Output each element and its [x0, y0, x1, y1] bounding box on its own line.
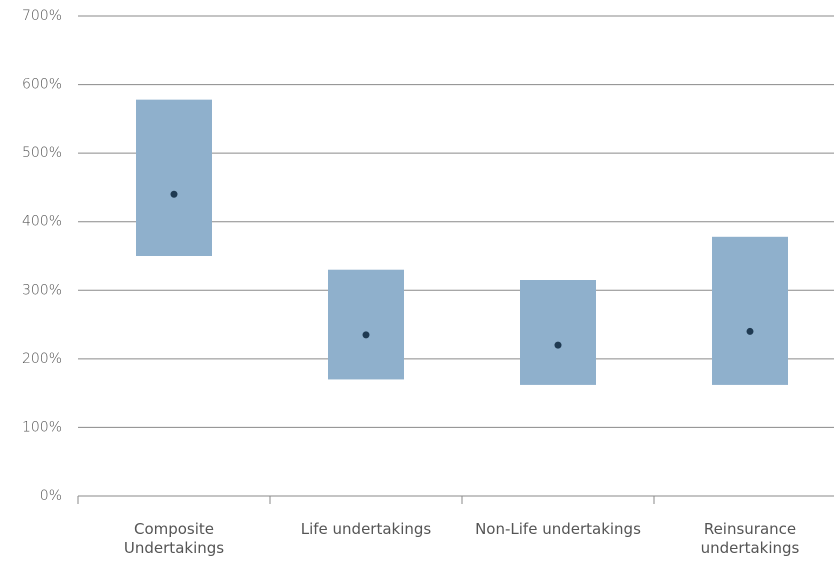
y-tick-label: 600% — [22, 77, 62, 93]
range-bar — [328, 269, 404, 380]
y-tick-label: 300% — [22, 282, 62, 298]
y-tick-label: 200% — [22, 351, 62, 367]
range-bar — [712, 236, 788, 385]
x-tick-label: Composite Undertakings — [123, 520, 225, 557]
median-dot — [746, 327, 754, 335]
range-bar — [520, 280, 596, 385]
x-tick-label: Life undertakings — [300, 520, 432, 538]
median-dot — [554, 341, 562, 349]
y-tick-label: 400% — [22, 214, 62, 230]
y-tick-label: 0% — [40, 488, 62, 504]
median-dot — [170, 190, 178, 198]
y-tick-label: 500% — [22, 145, 62, 161]
y-tick-label: 700% — [22, 8, 62, 24]
median-dot — [362, 331, 370, 339]
x-tick-label: Reinsurance undertakings — [700, 520, 800, 557]
x-tick-label: Non-Life undertakings — [475, 520, 641, 538]
range-bar — [136, 99, 212, 257]
y-tick-label: 100% — [22, 419, 62, 435]
